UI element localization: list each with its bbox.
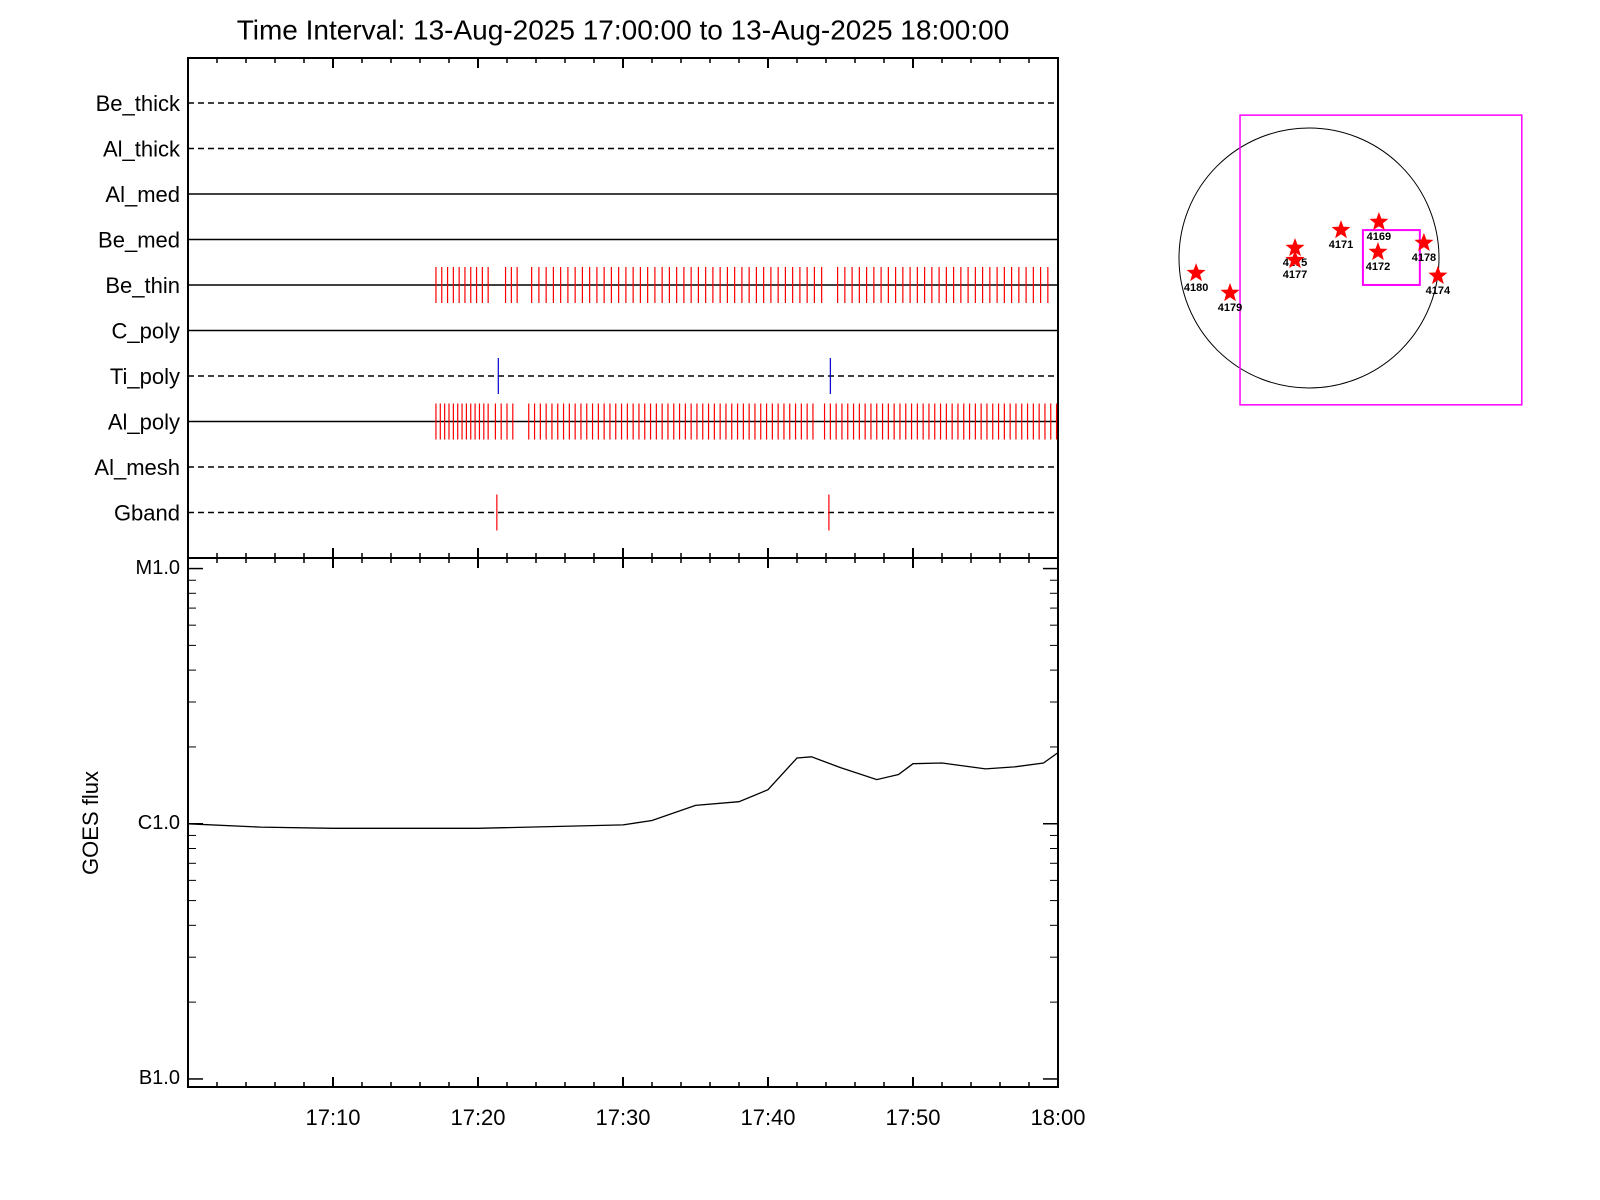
active-region-star bbox=[1331, 220, 1351, 239]
active-region-star bbox=[1414, 232, 1434, 251]
y-tick-label: B1.0 bbox=[139, 1067, 180, 1089]
filter-label: Be_med bbox=[98, 227, 180, 252]
x-tick-label: 17:30 bbox=[595, 1105, 650, 1130]
y-axis-label: GOES flux bbox=[78, 771, 103, 875]
filter-label: Be_thin bbox=[105, 273, 180, 298]
active-region-star bbox=[1428, 265, 1448, 284]
solar-disk bbox=[1178, 127, 1440, 389]
active-region-star bbox=[1368, 242, 1388, 261]
active-region-star bbox=[1186, 263, 1206, 282]
x-tick-label: 17:20 bbox=[450, 1105, 505, 1130]
active-region-star bbox=[1285, 250, 1305, 269]
filter-label: Al_med bbox=[105, 182, 180, 207]
active-region-label: 4169 bbox=[1367, 231, 1391, 243]
active-region-label: 4179 bbox=[1218, 302, 1242, 314]
filter-label: Be_thick bbox=[96, 91, 181, 116]
x-tick-label: 17:10 bbox=[305, 1105, 360, 1130]
axes-frame bbox=[187, 57, 1059, 559]
filter-label: C_poly bbox=[112, 318, 180, 343]
y-tick-label: M1.0 bbox=[136, 557, 180, 579]
active-region-label: 4172 bbox=[1366, 261, 1390, 273]
fov-box bbox=[1361, 229, 1421, 286]
goes-flux-line bbox=[187, 752, 1059, 829]
filter-label: Al_mesh bbox=[94, 455, 180, 480]
filter-label: Al_poly bbox=[108, 409, 180, 434]
y-tick-label: C1.0 bbox=[138, 812, 180, 834]
x-tick-label: 18:00 bbox=[1030, 1105, 1085, 1130]
filter-label: Gband bbox=[114, 500, 180, 525]
filter-label: Ti_poly bbox=[110, 364, 180, 389]
x-tick-label: 17:40 bbox=[740, 1105, 795, 1130]
active-region-label: 4178 bbox=[1412, 252, 1436, 264]
active-region-label: 4174 bbox=[1426, 285, 1451, 297]
active-region-label: 4177 bbox=[1283, 269, 1307, 281]
axes-frame bbox=[187, 557, 1059, 1088]
x-tick-label: 17:50 bbox=[885, 1105, 940, 1130]
active-region-star bbox=[1220, 283, 1240, 302]
active-region-star bbox=[1285, 238, 1305, 257]
active-region-label: 4180 bbox=[1184, 282, 1208, 294]
filter-label: Al_thick bbox=[103, 136, 181, 161]
active-region-label: 4171 bbox=[1329, 239, 1353, 251]
fov-box bbox=[1239, 114, 1523, 406]
chart-title: Time Interval: 13-Aug-2025 17:00:00 to 1… bbox=[237, 14, 1010, 45]
active-region-star bbox=[1369, 212, 1389, 231]
